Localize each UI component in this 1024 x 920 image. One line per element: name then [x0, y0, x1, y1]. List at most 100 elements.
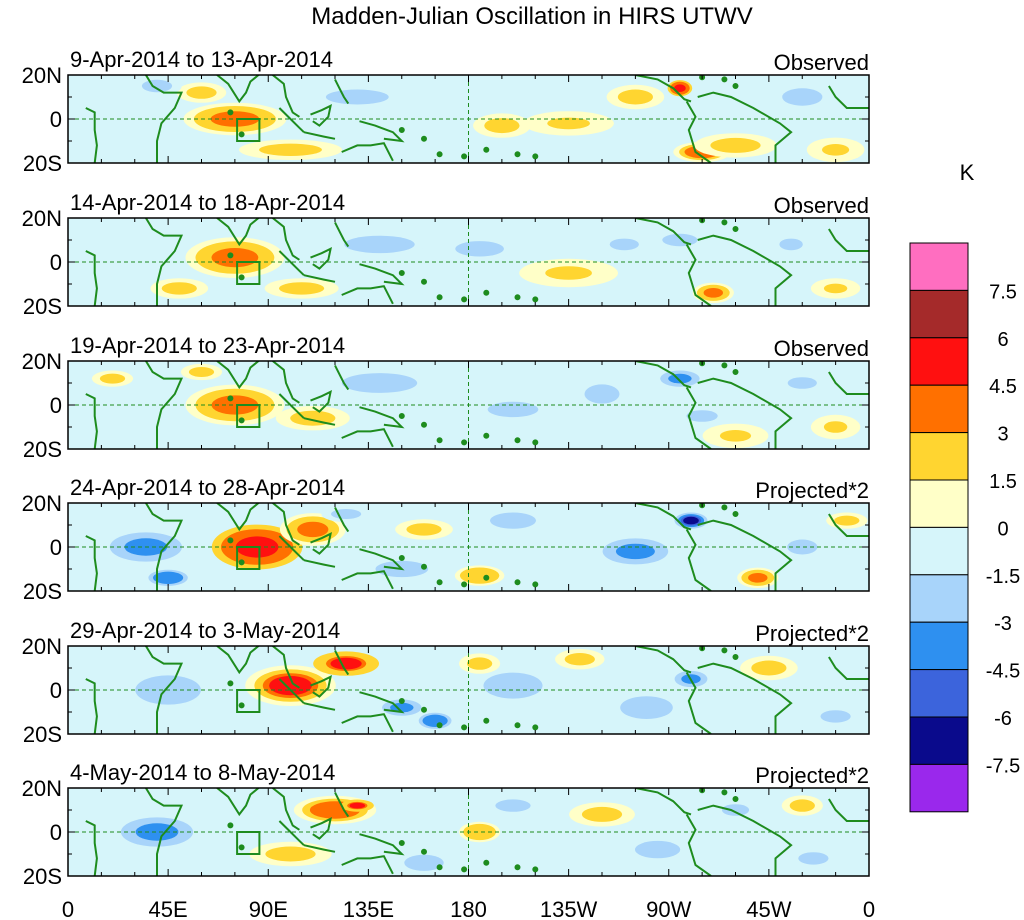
coastline-5 [278, 820, 305, 846]
coastline-9 [359, 120, 405, 143]
y-tick-label: 20N [22, 206, 62, 231]
anomaly-contour-1-4 [210, 111, 260, 127]
colorbar-label: 4.5 [989, 376, 1017, 398]
island-5 [436, 722, 443, 729]
colorbar-label: 1.5 [989, 471, 1017, 493]
anomaly-contour-10-4 [674, 84, 686, 92]
coastline-4 [272, 788, 300, 831]
island-6 [461, 866, 468, 873]
x-tick-label: 45W [746, 897, 791, 920]
colorbar-swatch [909, 621, 969, 671]
coastline-11 [635, 75, 692, 103]
colorbar-swatch [909, 763, 969, 813]
coastline-5 [278, 250, 305, 276]
coastline-12 [685, 243, 712, 306]
island-1 [238, 559, 245, 566]
coastline-13 [697, 804, 793, 876]
colorbar-label: -7.5 [986, 755, 1020, 777]
island-8 [514, 437, 521, 444]
colorbar-label: -3 [994, 613, 1012, 635]
panel-4: 24-Apr-2014 to 28-Apr-2014 Projected*2 20N… [22, 475, 870, 604]
island-8 [514, 151, 521, 158]
x-tick-label: 0 [62, 897, 74, 920]
y-tick-label: 20N [22, 634, 62, 659]
island-2 [227, 252, 234, 259]
anomaly-contour-12-4 [410, 524, 438, 535]
coastline-3 [216, 218, 261, 247]
anomaly-contour-4-4 [271, 848, 310, 860]
coastline-1 [85, 393, 98, 449]
island-6 [461, 581, 468, 588]
panel-type-label: Projected*2 [755, 763, 869, 788]
island-6 [461, 439, 468, 446]
colorbar-label: -4.5 [986, 661, 1020, 683]
panel-1: 9-Apr-2014 to 13-Apr-2014 Observed 20N 0 20S [22, 47, 870, 176]
anomaly-contour-6-4 [584, 384, 620, 404]
anomaly-contour-7-4 [609, 238, 639, 251]
anomaly-contour-11-4 [823, 711, 848, 722]
x-tick-label: 180 [450, 897, 487, 920]
anomaly-contour-11-4 [823, 421, 848, 433]
coastline-8 [334, 791, 350, 818]
y-tick-label: 20S [23, 151, 62, 176]
island-11 [721, 647, 728, 654]
mjo-index-box [236, 261, 261, 285]
mjo-index-box [236, 546, 261, 570]
coastline-7 [310, 817, 332, 840]
colorbar-swatch [909, 242, 969, 291]
island-2 [227, 822, 234, 829]
colorbar-label: -1.5 [986, 566, 1020, 588]
coastline-11 [635, 646, 692, 674]
anomaly-contour-2-4 [165, 283, 193, 294]
colorbar-swatch [909, 432, 969, 481]
coastline-8 [334, 78, 350, 105]
x-tick-label: 0 [863, 897, 875, 920]
coastlines [85, 75, 869, 163]
coastline-5 [278, 535, 305, 561]
island-1 [238, 417, 245, 424]
island-4 [421, 848, 427, 855]
island-4 [421, 706, 427, 713]
island-2 [227, 537, 234, 544]
coastlines [85, 646, 869, 734]
coastline-2 [145, 503, 184, 591]
anomaly-contour-10-4 [748, 573, 768, 583]
coastline-9 [359, 263, 405, 286]
island-4 [421, 421, 427, 428]
anomaly-contour-4-4 [156, 573, 180, 583]
anomaly-contour-5-4 [487, 401, 539, 418]
y-tick-label: 0 [50, 107, 62, 132]
coastline-6 [303, 417, 336, 426]
coastline-3 [216, 503, 261, 532]
coastline-10 [341, 285, 394, 305]
panel-type-label: Observed [774, 193, 869, 218]
anomaly-contour-6-4 [412, 858, 436, 868]
colorbar: K 7.5 6 4.5 3 1.5 0 -1.5 -3 -4.5 -6 -7.5 [909, 160, 1020, 813]
y-tick-label: 20N [22, 491, 62, 516]
panel-3: 19-Apr-2014 to 23-Apr-2014 Observed 20N 0 20… [22, 333, 870, 462]
island-3 [398, 698, 405, 704]
island-11 [721, 362, 728, 369]
coastline-1 [85, 820, 98, 876]
coastline-8 [334, 506, 350, 533]
island-12 [732, 369, 739, 375]
coastline-13 [697, 234, 793, 306]
y-tick-label: 20S [23, 437, 62, 462]
island-11 [721, 219, 728, 226]
island-9 [532, 296, 539, 303]
island-4 [421, 278, 427, 285]
coastline-9 [359, 406, 405, 429]
anomaly-contour-8-4 [488, 119, 516, 132]
anomaly-contour-3-4 [266, 145, 315, 155]
island-9 [532, 724, 539, 731]
panel-5: 29-Apr-2014 to 3-May-2014 Projected*2 20N 0… [22, 618, 870, 747]
coastline-4 [272, 646, 300, 689]
coastline-10 [341, 713, 394, 733]
anomaly-contour-2-4 [330, 657, 362, 670]
island-8 [514, 579, 521, 586]
coastline-8 [334, 221, 350, 248]
panel-date-label: 19-Apr-2014 to 23-Apr-2014 [70, 333, 345, 358]
anomaly-field [150, 229, 861, 303]
anomaly-contour-10-4 [755, 662, 783, 674]
colorbar-swatch [909, 479, 969, 528]
